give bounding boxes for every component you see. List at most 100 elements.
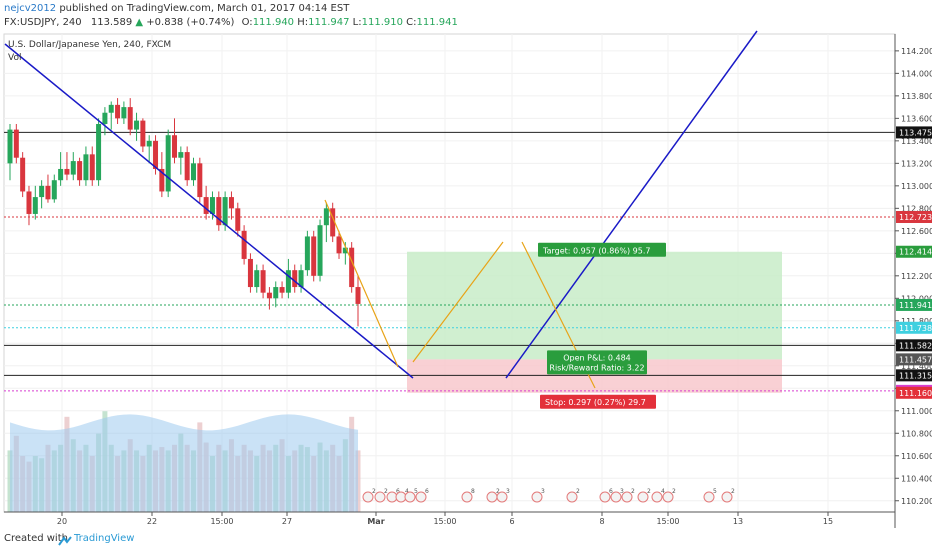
tradingview-logo-icon[interactable] <box>58 532 72 551</box>
economic-event-flag-icon[interactable]: 2 <box>621 488 635 503</box>
candle-body <box>292 270 298 288</box>
position-price-tag[interactable] <box>896 353 932 366</box>
candle-body <box>254 270 260 288</box>
event-circle <box>610 491 622 503</box>
target-label-text: Target: 0.957 (0.86%) 95.7 <box>542 247 650 256</box>
position-price-tag[interactable] <box>896 386 932 399</box>
candle-body <box>58 168 64 181</box>
event-count: 2 <box>496 488 500 495</box>
publish-line: nejcv2012 published on TradingView.com, … <box>4 3 349 14</box>
low-label: L: <box>352 17 362 28</box>
tradingview-brand-link[interactable]: TradingView <box>74 533 135 544</box>
economic-event-flag-icon[interactable]: 2 <box>566 488 580 503</box>
level-price-tag[interactable] <box>896 339 932 352</box>
open-label: O: <box>241 17 253 28</box>
event-circle <box>599 491 611 503</box>
candle-body <box>45 185 51 200</box>
price-axis[interactable]: 114.200 114.000 113.800 113.600 113.400 113.2… <box>894 34 932 528</box>
level-price-tag[interactable] <box>896 321 932 334</box>
economic-event-flag-icon[interactable]: 4 <box>395 488 409 503</box>
downtrend-line[interactable] <box>4 43 414 379</box>
economic-event-flag-icon[interactable]: 5 <box>404 488 418 503</box>
economic-event-flag-icon[interactable]: 2 <box>486 488 500 503</box>
event-count: 5 <box>713 488 717 495</box>
event-circle <box>404 491 416 503</box>
horizontal-levels[interactable] <box>4 131 895 392</box>
event-count: 4 <box>661 488 665 495</box>
price-tick-label: 114.200 <box>901 47 932 56</box>
economic-event-flag-icon[interactable]: 5 <box>703 488 717 503</box>
projection-leg-2[interactable] <box>412 241 504 363</box>
time-axis[interactable]: 20 22 15:00 27 Mar 15:00 6 8 15:00 13 15 <box>4 511 895 526</box>
candle-body <box>64 168 70 175</box>
position-price-label: 112.414 <box>899 248 932 257</box>
economic-event-flag-icon[interactable]: 2 <box>721 488 735 503</box>
level-price-label: 111.582 <box>899 341 932 350</box>
price-tick-label: 111.800 <box>901 317 932 326</box>
candle-body <box>51 180 57 200</box>
high-value: 111.947 <box>308 17 350 28</box>
price-tick-label: 110.400 <box>901 474 932 483</box>
level-price-label: 111.941 <box>899 301 932 310</box>
candle-body <box>39 185 45 198</box>
time-tick-label: 15 <box>823 517 833 526</box>
economic-event-flag-icon[interactable]: 2 <box>662 488 676 503</box>
event-count: 6 <box>396 488 400 495</box>
price-tick-label: 112.800 <box>901 204 932 213</box>
low-value: 111.910 <box>361 17 403 28</box>
level-price-tag[interactable] <box>896 369 932 382</box>
economic-event-flag-icon[interactable]: 2 <box>374 488 388 503</box>
projection-leg-1[interactable] <box>324 199 399 368</box>
candle-body <box>26 191 32 214</box>
candle-body <box>247 258 253 288</box>
candle-body <box>304 236 310 271</box>
candle-body <box>355 287 361 304</box>
quote-line: FX:USDJPY, 240 113.589 ▲ +0.838 (+0.74%)… <box>4 17 458 28</box>
economic-event-flag-icon[interactable]: 6 <box>599 488 613 503</box>
candle-body <box>13 129 19 158</box>
last-price: 113.589 <box>90 17 133 28</box>
level-price-label: 111.315 <box>899 371 932 380</box>
level-price-tag[interactable] <box>896 210 932 223</box>
target-label-box <box>538 242 666 257</box>
level-price-tag[interactable] <box>896 126 932 139</box>
economic-event-flag-icon[interactable]: 4 <box>651 488 665 503</box>
position-price-tag[interactable] <box>896 245 932 258</box>
candle-body <box>146 140 152 147</box>
target-zone[interactable] <box>407 251 782 360</box>
economic-event-flag-icon[interactable]: 3 <box>531 488 545 503</box>
candle-body <box>228 197 234 209</box>
event-count: 8 <box>471 488 475 495</box>
rr-label-text: Risk/Reward Ratio: 3.22 <box>549 363 644 372</box>
symbol-label: FX:USDJPY, 240 <box>4 17 82 28</box>
event-circle <box>721 491 733 503</box>
economic-event-flag-icon[interactable]: 2 <box>637 488 651 503</box>
economic-event-flag-icon[interactable]: 8 <box>461 488 475 503</box>
price-tick-label: 113.400 <box>901 137 932 146</box>
author-link[interactable]: nejcv2012 <box>4 3 57 14</box>
candle-body <box>349 247 355 288</box>
close-value: 111.941 <box>416 17 458 28</box>
open-value: 111.940 <box>252 17 295 28</box>
price-tick-label: 113.000 <box>901 182 932 191</box>
level-price-tag[interactable] <box>896 298 932 311</box>
candle-body <box>266 292 272 299</box>
stop-label-box <box>540 394 656 409</box>
economic-event-flag-icon[interactable]: 6 <box>415 488 429 503</box>
candle-body <box>311 236 317 276</box>
candle-body <box>89 154 95 181</box>
uptrend-projection-line[interactable] <box>505 30 758 379</box>
event-circle <box>461 491 473 503</box>
economic-event-flag-icon[interactable]: 3 <box>610 488 624 503</box>
event-circle <box>374 491 386 503</box>
event-circle <box>703 491 715 503</box>
economic-event-flag-icon[interactable]: 2 <box>362 488 376 503</box>
price-tick-label: 111.400 <box>901 362 932 371</box>
candle-body <box>32 197 38 214</box>
price-tick-label: 112.000 <box>901 294 932 303</box>
economic-event-flag-icon[interactable]: 3 <box>496 488 510 503</box>
candle-body <box>83 154 89 181</box>
level-price-label: 111.738 <box>899 324 932 333</box>
